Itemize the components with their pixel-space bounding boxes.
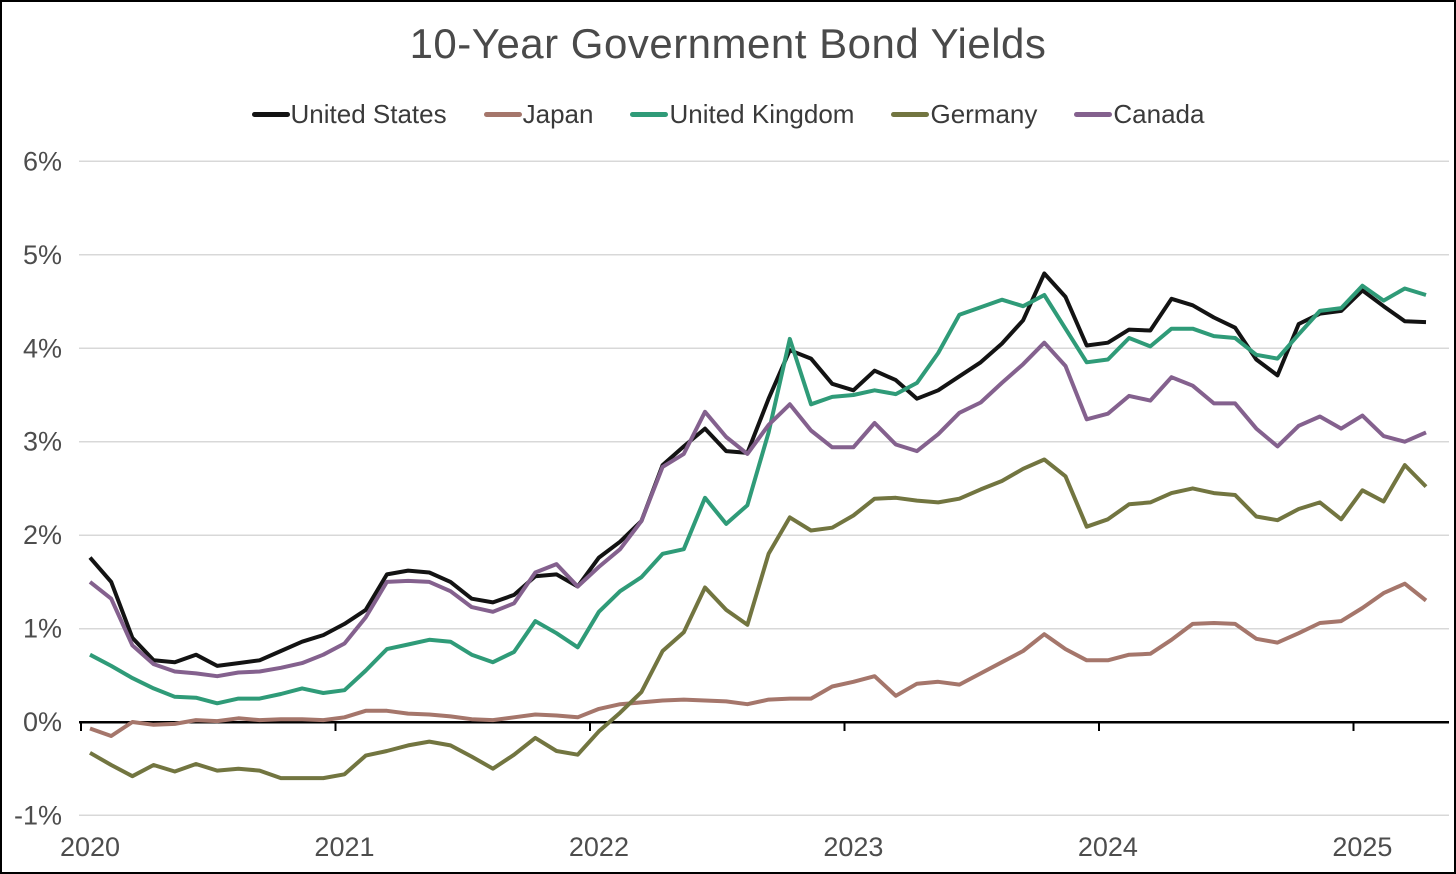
y-axis-label-1: 1% bbox=[23, 614, 62, 644]
legend-item-united-kingdom: United Kingdom bbox=[630, 99, 854, 130]
legend: United States Japan United Kingdom Germany C… bbox=[2, 99, 1454, 130]
legend-label-united-kingdom: United Kingdom bbox=[669, 99, 855, 129]
legend-item-germany: Germany bbox=[891, 99, 1037, 130]
x-axis-label-2021: 2021 bbox=[314, 832, 374, 862]
legend-swatch-united-kingdom bbox=[630, 112, 669, 117]
legend-swatch-germany bbox=[891, 112, 930, 117]
y-axis-label--1: -1% bbox=[14, 800, 62, 830]
x-axis-label-2024: 2024 bbox=[1078, 832, 1138, 862]
x-axis-label-2023: 2023 bbox=[823, 832, 883, 862]
series-line-germany bbox=[89, 457, 1428, 781]
y-axis-label-2: 2% bbox=[23, 520, 62, 550]
series-line-canada bbox=[88, 340, 1427, 679]
series-line-united-states bbox=[88, 271, 1427, 668]
y-axis-label-4: 4% bbox=[23, 333, 62, 363]
legend-label-united-states: United States bbox=[290, 99, 447, 129]
legend-label-japan: Japan bbox=[522, 99, 594, 129]
y-axis-label-3: 3% bbox=[23, 427, 62, 457]
y-axis-label-0: 0% bbox=[23, 707, 62, 737]
legend-swatch-canada bbox=[1074, 112, 1113, 117]
series-line-united-kingdom bbox=[89, 283, 1427, 706]
x-axis-label-2020: 2020 bbox=[60, 832, 120, 862]
x-axis-label-2022: 2022 bbox=[569, 832, 629, 862]
series-line-japan bbox=[89, 581, 1428, 738]
legend-label-germany: Germany bbox=[930, 99, 1038, 129]
y-axis-label-6: 6% bbox=[23, 146, 62, 176]
legend-item-united-states: United States bbox=[251, 99, 447, 130]
legend-item-japan: Japan bbox=[483, 99, 594, 130]
chart-title: 10-Year Government Bond Yields bbox=[409, 20, 1047, 67]
x-axis-label-2025: 2025 bbox=[1332, 832, 1392, 862]
legend-swatch-japan bbox=[483, 112, 522, 117]
legend-swatch-united-states bbox=[251, 112, 290, 117]
legend-item-canada: Canada bbox=[1074, 99, 1204, 130]
legend-label-canada: Canada bbox=[1113, 99, 1205, 129]
y-axis-label-5: 5% bbox=[23, 240, 62, 270]
